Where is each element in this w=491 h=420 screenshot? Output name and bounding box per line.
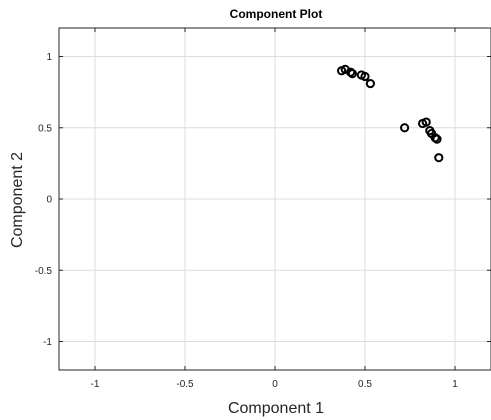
x-tick-label: 1: [452, 379, 458, 390]
scatter-point: [347, 69, 357, 79]
y-axis-label: Component 2: [9, 152, 26, 248]
y-tick-label: 0.5: [38, 123, 52, 134]
x-tick-label: 0.5: [358, 379, 372, 390]
scatter-points: [337, 64, 444, 163]
x-tick-label: -0.5: [176, 379, 194, 390]
plot-area: [58, 27, 491, 371]
chart-title: Component Plot: [230, 7, 323, 21]
scatter-point: [400, 123, 410, 133]
y-tick-label: -1: [43, 337, 52, 348]
y-tick-label: 1: [46, 52, 52, 63]
grid-lines: [59, 28, 491, 370]
scatter-point: [360, 71, 370, 82]
y-tick-label: -0.5: [35, 266, 53, 277]
x-tick-label: 0: [272, 379, 278, 390]
y-axis-tick-labels: -1 -0.5 0 0.5 1: [35, 52, 53, 348]
y-tick-label: 0: [46, 195, 52, 206]
scatter-point: [434, 153, 444, 163]
x-axis-tick-labels: -1 -0.5 0 0.5 1: [91, 379, 459, 390]
scatter-point: [365, 78, 375, 89]
scatter-point: [421, 117, 431, 127]
axis-ticks: [59, 28, 491, 370]
x-axis-label: Component 1: [228, 400, 324, 417]
x-tick-label: -1: [91, 379, 100, 390]
scatter-point: [432, 134, 442, 144]
